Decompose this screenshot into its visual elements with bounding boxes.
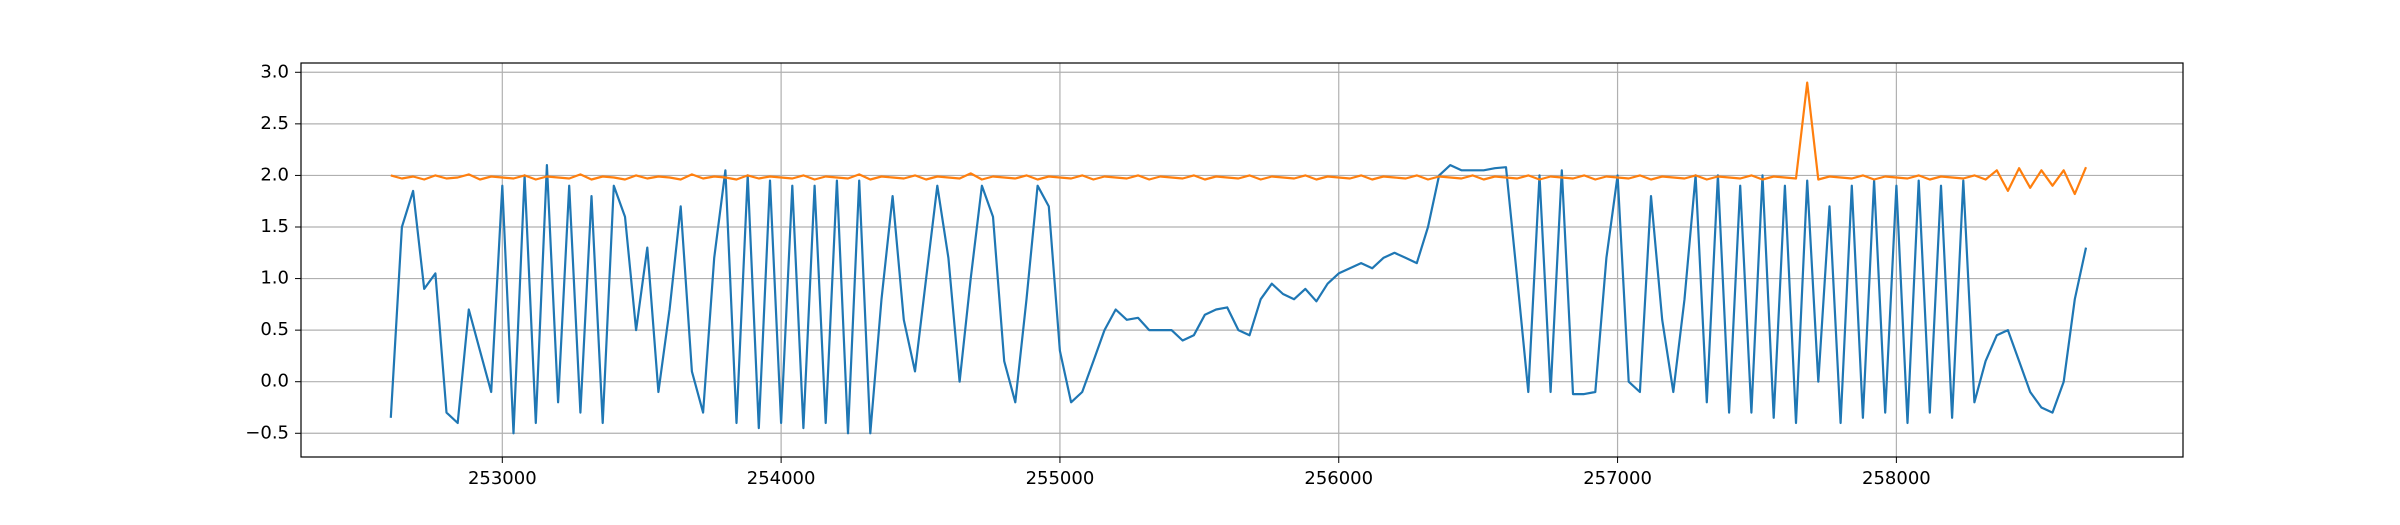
y-tick-label: 2.5 <box>260 113 289 134</box>
y-tick-label: 0.0 <box>260 371 289 392</box>
x-tick-label: 255000 <box>1026 468 1095 489</box>
y-tick-label: 0.5 <box>260 319 289 340</box>
plot-frame <box>300 62 2184 458</box>
line-series <box>389 164 2088 435</box>
x-tick-label: 257000 <box>1583 468 1652 489</box>
y-tick-label: −0.5 <box>245 422 289 443</box>
y-tick-label: 1.0 <box>260 268 289 289</box>
y-tick-label: 1.5 <box>260 216 289 237</box>
line-series <box>390 81 2088 196</box>
x-tick-label: 258000 <box>1862 468 1931 489</box>
x-tick-label: 253000 <box>468 468 537 489</box>
y-tick-label: 2.0 <box>260 164 289 185</box>
x-tick-label: 254000 <box>747 468 816 489</box>
x-tick-label: 256000 <box>1304 468 1373 489</box>
y-tick-label: 3.0 <box>260 61 289 82</box>
